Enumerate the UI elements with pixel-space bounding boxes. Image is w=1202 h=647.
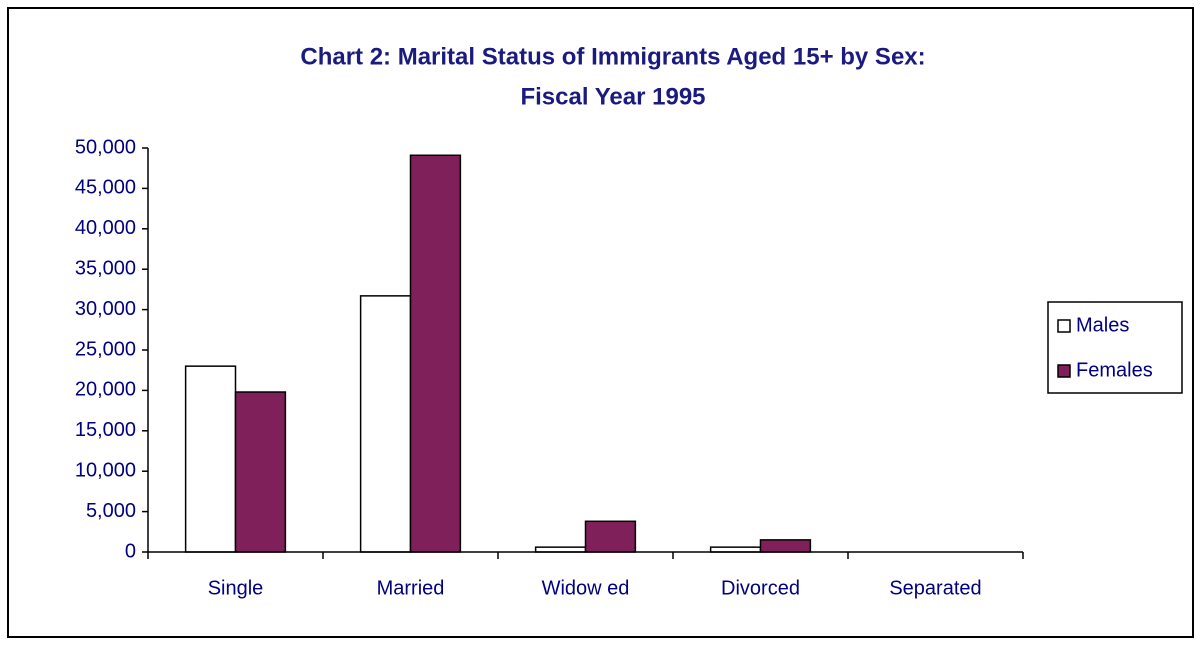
bar <box>234 391 287 553</box>
x-tick-label: Divorced <box>721 577 800 599</box>
bar <box>359 295 412 553</box>
chart-title: Chart 2: Marital Status of Immigrants Ag… <box>300 43 925 70</box>
legend-label: Females <box>1076 359 1153 381</box>
chart-subtitle: Fiscal Year 1995 <box>520 83 705 110</box>
y-tick-label: 30,000 <box>75 298 136 320</box>
y-tick-label: 20,000 <box>75 379 136 401</box>
bar <box>584 520 637 553</box>
y-tick-label: 40,000 <box>75 217 136 239</box>
y-tick-label: 5,000 <box>86 500 136 522</box>
legend-label: Males <box>1076 314 1129 336</box>
bar <box>184 365 237 553</box>
y-tick-label: 10,000 <box>75 459 136 481</box>
x-tick-label: Separated <box>889 577 981 599</box>
y-tick-label: 35,000 <box>75 257 136 279</box>
legend-box <box>1047 301 1183 394</box>
bar <box>409 154 462 553</box>
legend-swatch <box>1057 364 1071 378</box>
y-tick-label: 0 <box>125 540 136 562</box>
y-tick-label: 50,000 <box>75 136 136 158</box>
x-tick-label: Married <box>377 577 445 599</box>
y-tick-label: 15,000 <box>75 419 136 441</box>
legend-swatch <box>1057 319 1071 333</box>
bar <box>759 539 812 553</box>
y-tick-label: 25,000 <box>75 338 136 360</box>
x-tick-label: Widow ed <box>542 577 630 599</box>
x-tick-label: Single <box>208 577 264 599</box>
y-tick-label: 45,000 <box>75 177 136 199</box>
